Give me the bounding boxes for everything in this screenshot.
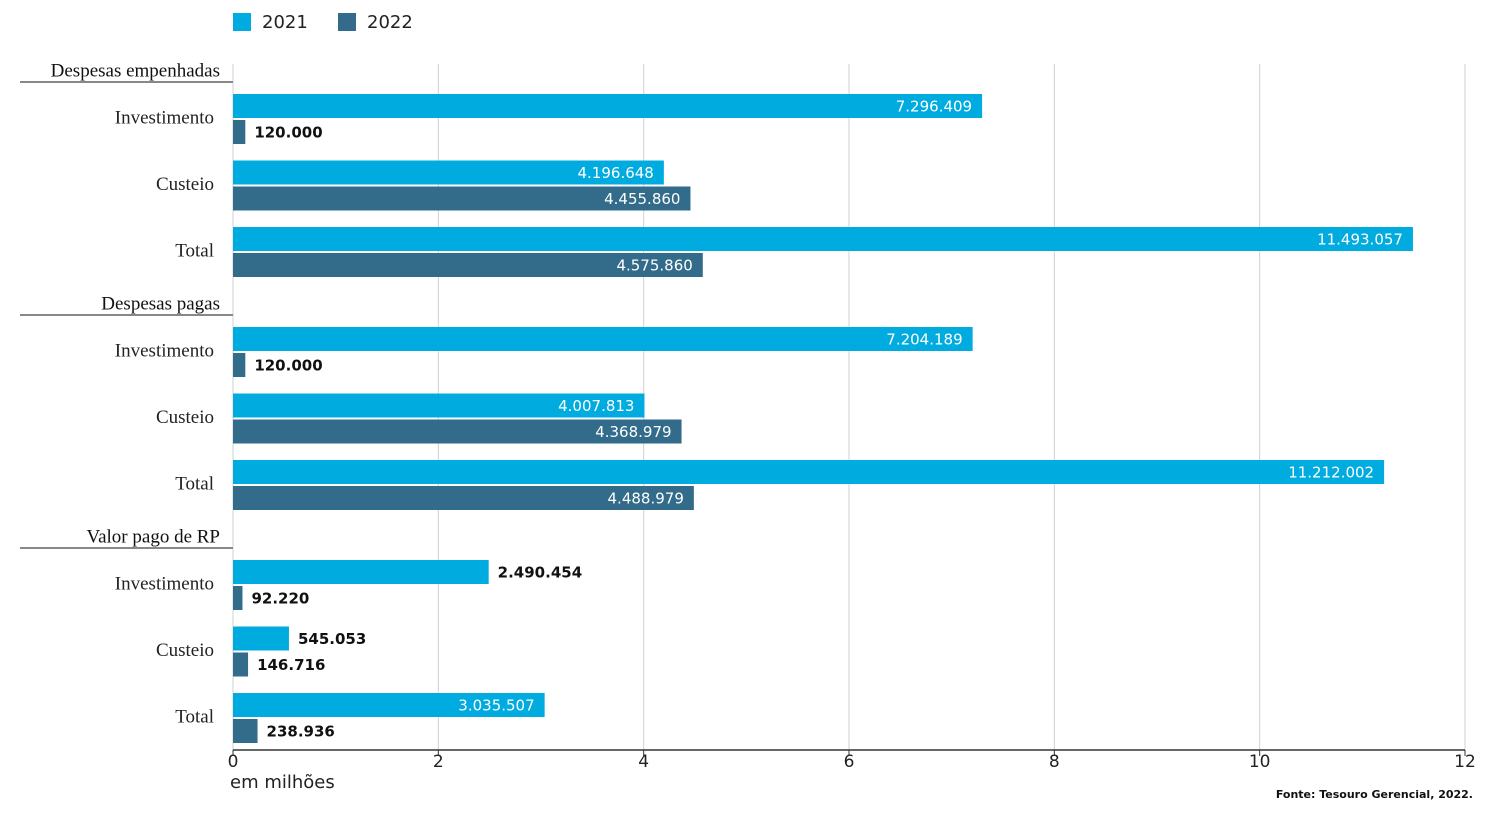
x-tick-label: 12 bbox=[1454, 752, 1476, 772]
value-label: 120.000 bbox=[254, 357, 322, 375]
legend-swatch bbox=[233, 13, 251, 31]
value-label: 120.000 bbox=[254, 124, 322, 142]
value-label: 4.575.860 bbox=[616, 257, 692, 275]
value-label: 4.488.979 bbox=[608, 490, 684, 508]
value-label: 4.455.860 bbox=[604, 190, 680, 208]
bar bbox=[233, 327, 973, 351]
value-label: 7.204.189 bbox=[886, 331, 962, 349]
category-label: Total bbox=[175, 706, 214, 727]
x-tick-label: 8 bbox=[1049, 752, 1060, 772]
legend-swatch bbox=[338, 13, 356, 31]
x-tick-label: 6 bbox=[844, 752, 855, 772]
bar bbox=[233, 353, 246, 377]
category-label: Investimento bbox=[115, 573, 214, 594]
source: Fonte: Tesouro Gerencial, 2022. bbox=[1276, 788, 1473, 801]
value-label: 7.296.409 bbox=[896, 98, 972, 116]
bar bbox=[233, 652, 249, 677]
legend-label: 2022 bbox=[367, 12, 413, 33]
bar bbox=[233, 560, 489, 584]
bar bbox=[233, 186, 691, 211]
value-label: 4.196.648 bbox=[578, 164, 654, 182]
bar bbox=[233, 586, 243, 610]
bar bbox=[233, 227, 1413, 251]
category-label: Custeio bbox=[156, 407, 214, 428]
x-tick-label: 0 bbox=[228, 752, 239, 772]
bar bbox=[233, 253, 703, 277]
group-label: Despesas pagas bbox=[101, 293, 220, 314]
value-label: 2.490.454 bbox=[498, 564, 582, 582]
x-tick-label: 2 bbox=[433, 752, 444, 772]
x-axis-label: em milhões bbox=[230, 772, 335, 793]
bar bbox=[233, 693, 545, 717]
bar bbox=[233, 393, 645, 418]
category-label: Custeio bbox=[156, 174, 214, 195]
value-label: 11.493.057 bbox=[1317, 231, 1403, 249]
bar bbox=[233, 120, 246, 144]
value-label: 4.007.813 bbox=[558, 397, 634, 415]
group-label: Despesas empenhadas bbox=[51, 60, 220, 81]
category-label: Custeio bbox=[156, 640, 214, 661]
bar bbox=[233, 160, 664, 185]
value-label: 238.936 bbox=[267, 723, 335, 741]
value-label: 545.053 bbox=[298, 630, 366, 648]
group-label: Valor pago de RP bbox=[86, 526, 220, 547]
legend-label: 2021 bbox=[262, 12, 308, 33]
category-label: Total bbox=[175, 473, 214, 494]
bar bbox=[233, 486, 694, 510]
value-label: 4.368.979 bbox=[595, 423, 671, 441]
value-label: 11.212.002 bbox=[1288, 464, 1374, 482]
x-tick-label: 10 bbox=[1249, 752, 1271, 772]
category-label: Total bbox=[175, 240, 214, 261]
value-label: 3.035.507 bbox=[458, 697, 534, 715]
bar bbox=[233, 419, 682, 444]
value-label: 92.220 bbox=[251, 590, 309, 608]
value-label: 146.716 bbox=[257, 656, 325, 674]
x-tick-label: 4 bbox=[638, 752, 649, 772]
category-label: Investimento bbox=[115, 107, 214, 128]
bar bbox=[233, 460, 1385, 484]
bar bbox=[233, 626, 289, 651]
bar bbox=[233, 719, 258, 743]
category-label: Investimento bbox=[115, 340, 214, 361]
bar bbox=[233, 94, 983, 118]
